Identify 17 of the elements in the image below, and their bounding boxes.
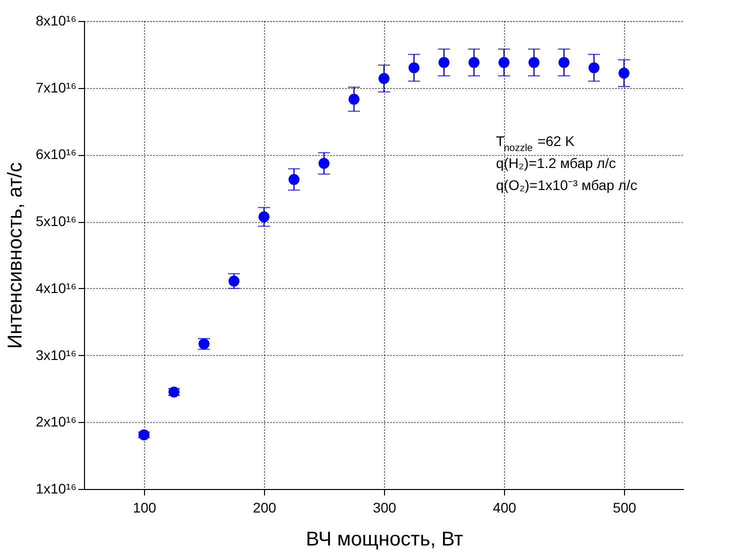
x-axis-title: ВЧ мощность, Вт	[306, 528, 464, 550]
x-tick-label: 300	[372, 500, 396, 516]
y-tick-label: 6x10¹⁶	[36, 146, 76, 162]
x-tick-label: 100	[132, 500, 156, 516]
annotation: q(O₂)=1x10⁻³ мбар л/с	[496, 177, 638, 193]
y-tick-label: 7x10¹⁶	[36, 79, 76, 96]
annotation: q(H₂)=1.2 мбар л/с	[496, 155, 616, 171]
y-axis-title: Интенсивность, ат/с	[4, 162, 27, 349]
y-tick-label: 2x10¹⁶	[36, 414, 76, 430]
x-tick-label: 200	[252, 500, 276, 516]
y-tick-label: 3x10¹⁶	[36, 346, 76, 363]
y-tick-label: 8x10¹⁶	[36, 12, 76, 28]
y-tick-label: 1x10¹⁶	[36, 480, 76, 496]
y-tick-label: 5x10¹⁶	[36, 213, 76, 230]
y-tick-label: 4x10¹⁶	[36, 280, 76, 296]
x-tick-label: 400	[492, 500, 516, 516]
x-tick-label: 500	[612, 500, 636, 516]
